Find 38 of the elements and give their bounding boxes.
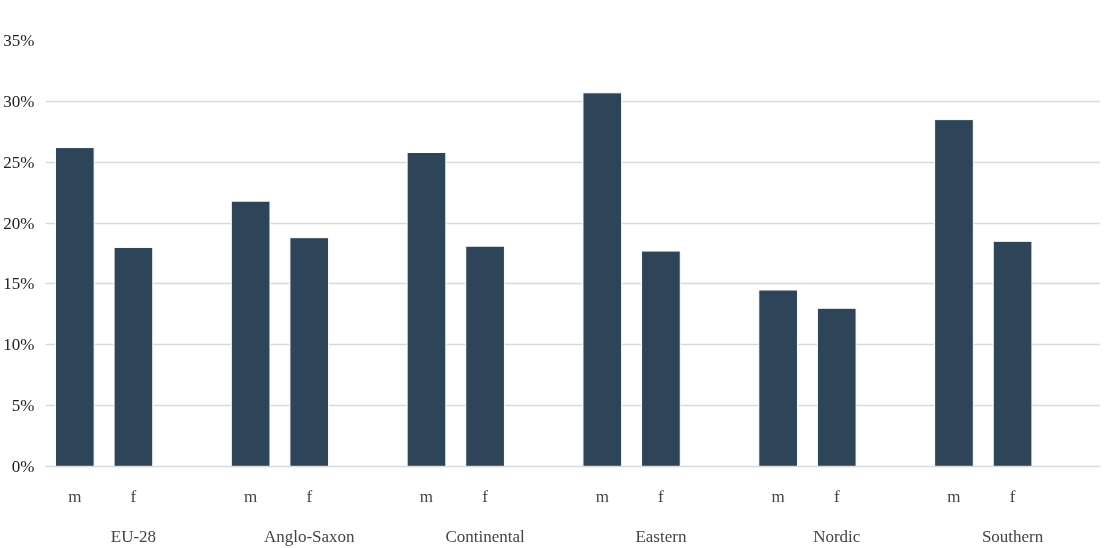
bar <box>289 237 330 467</box>
text: f <box>833 486 840 506</box>
bar <box>992 240 1033 467</box>
bar <box>582 92 623 467</box>
x-tick-label: Anglo-Saxon <box>263 526 356 546</box>
bar <box>230 200 271 467</box>
bar <box>758 289 798 467</box>
bar <box>934 119 974 467</box>
text: m <box>595 486 609 506</box>
bar <box>113 246 154 467</box>
bar <box>54 147 95 467</box>
bar <box>641 250 681 467</box>
y-tick-label: 10% <box>3 335 35 355</box>
text: m <box>771 486 785 506</box>
y-tick-label: 35% <box>3 31 35 50</box>
bar <box>465 245 505 467</box>
text: f <box>1009 486 1016 506</box>
y-tick-label: 25% <box>3 152 35 172</box>
text: f <box>482 486 488 506</box>
text: f <box>658 486 664 506</box>
y-tick-label: 30% <box>3 91 35 111</box>
y-tick-label: 15% <box>3 274 35 294</box>
text: m <box>419 486 434 506</box>
text: m <box>947 486 961 506</box>
bar <box>816 307 857 467</box>
x-tick-label: Nordic <box>813 526 861 546</box>
text: m <box>244 486 258 506</box>
x-tick-label: Eastern <box>635 526 687 546</box>
text: f <box>306 486 313 506</box>
bar <box>406 151 447 467</box>
y-tick-label: 20% <box>3 213 35 233</box>
y-tick-label: 5% <box>11 396 35 416</box>
series-label: m <box>68 486 82 506</box>
series-label: f <box>130 486 137 506</box>
y-tick-label: 0% <box>11 457 35 476</box>
x-tick-label: Continental <box>445 526 526 546</box>
x-tick-label: EU-28 <box>110 526 157 546</box>
x-tick-label: Southern <box>981 526 1044 546</box>
